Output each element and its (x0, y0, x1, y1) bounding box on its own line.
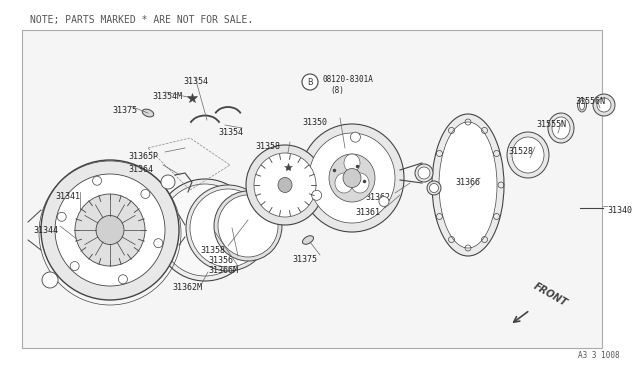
Circle shape (350, 132, 360, 142)
Ellipse shape (351, 173, 369, 193)
Circle shape (42, 272, 58, 288)
Ellipse shape (278, 177, 292, 192)
Text: A3 3 1008: A3 3 1008 (579, 351, 620, 360)
Text: NOTE; PARTS MARKED * ARE NOT FOR SALE.: NOTE; PARTS MARKED * ARE NOT FOR SALE. (30, 15, 253, 25)
Ellipse shape (155, 179, 255, 281)
Text: 31556N: 31556N (575, 97, 605, 106)
Text: 31362M: 31362M (172, 283, 202, 292)
Text: 31362: 31362 (365, 193, 390, 202)
Circle shape (593, 94, 615, 116)
Text: 31361: 31361 (355, 208, 380, 217)
Ellipse shape (218, 195, 278, 257)
Ellipse shape (344, 154, 360, 172)
Ellipse shape (96, 215, 124, 244)
Text: B: B (307, 77, 313, 87)
Ellipse shape (329, 154, 375, 202)
Text: 31555N: 31555N (536, 120, 566, 129)
Circle shape (312, 190, 322, 201)
Ellipse shape (418, 167, 430, 179)
Text: 08120-8301A: 08120-8301A (323, 74, 374, 83)
Circle shape (154, 239, 163, 248)
Text: 31358: 31358 (200, 246, 225, 255)
Ellipse shape (552, 117, 570, 139)
Ellipse shape (300, 124, 404, 232)
Text: 31350: 31350 (302, 118, 327, 127)
Ellipse shape (579, 100, 584, 110)
Circle shape (379, 196, 389, 206)
Ellipse shape (343, 169, 361, 187)
Text: 31354: 31354 (218, 128, 243, 137)
Ellipse shape (415, 164, 433, 182)
Ellipse shape (512, 137, 544, 173)
Ellipse shape (186, 185, 270, 271)
Text: 31375: 31375 (112, 106, 137, 115)
Circle shape (302, 74, 318, 90)
Text: 31366: 31366 (455, 178, 480, 187)
Bar (22, 30, 602, 348)
Text: 31528: 31528 (508, 147, 533, 156)
Circle shape (118, 275, 127, 284)
Text: FRONT: FRONT (532, 281, 569, 308)
Text: 31340: 31340 (607, 206, 632, 215)
Circle shape (597, 98, 611, 112)
Text: 31354M: 31354M (152, 92, 182, 101)
Ellipse shape (246, 145, 324, 225)
Ellipse shape (429, 183, 438, 192)
Ellipse shape (303, 236, 314, 244)
Circle shape (93, 176, 102, 185)
Ellipse shape (142, 109, 154, 117)
Ellipse shape (507, 132, 549, 178)
Text: 31344: 31344 (33, 226, 58, 235)
Ellipse shape (427, 181, 441, 195)
Ellipse shape (75, 194, 145, 266)
Ellipse shape (190, 189, 266, 267)
Circle shape (57, 212, 66, 221)
Circle shape (141, 189, 150, 198)
Text: 31365P: 31365P (128, 152, 158, 161)
Circle shape (70, 262, 79, 270)
Text: 31366M: 31366M (208, 266, 238, 275)
Text: 31358: 31358 (255, 142, 280, 151)
Text: 31364: 31364 (128, 165, 153, 174)
Ellipse shape (41, 160, 179, 300)
Ellipse shape (335, 173, 353, 193)
Ellipse shape (577, 98, 586, 112)
Ellipse shape (254, 153, 316, 217)
Ellipse shape (439, 122, 497, 248)
Text: 31341: 31341 (55, 192, 80, 201)
Ellipse shape (309, 133, 395, 223)
Text: 31356: 31356 (208, 256, 233, 265)
Ellipse shape (548, 113, 574, 143)
Ellipse shape (108, 219, 128, 241)
Text: 31354: 31354 (183, 77, 208, 86)
Ellipse shape (214, 191, 282, 261)
Ellipse shape (160, 184, 250, 276)
Ellipse shape (432, 114, 504, 256)
Ellipse shape (55, 174, 165, 286)
Text: 31375: 31375 (292, 255, 317, 264)
Circle shape (161, 175, 175, 189)
Text: (8): (8) (330, 86, 344, 94)
